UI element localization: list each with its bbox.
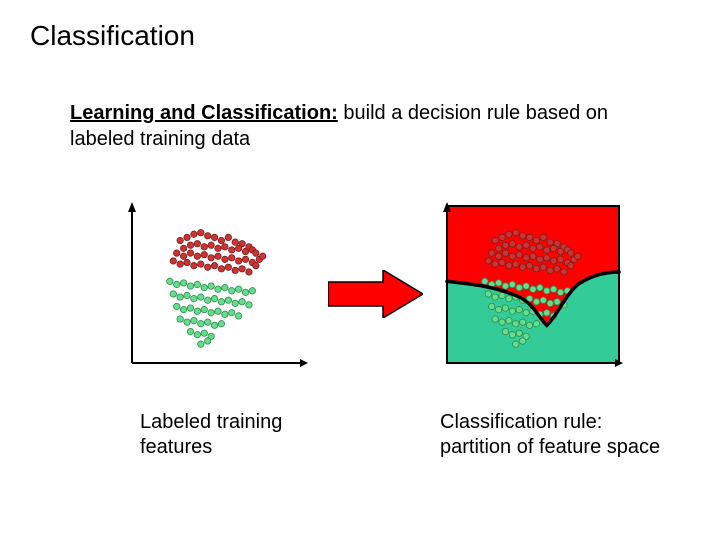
left-scatter-plot (120, 200, 310, 375)
right-partition-plot (435, 200, 625, 375)
caption-left-line1: Labeled training (140, 411, 282, 433)
caption-left-line2: features (140, 436, 212, 458)
caption-right: Classification rule: partition of featur… (440, 410, 700, 460)
page-title: Classification (30, 20, 195, 52)
caption-right-line1: Classification rule: (440, 411, 602, 433)
caption-right-line2: partition of feature space (440, 436, 660, 458)
caption-left: Labeled training features (140, 410, 340, 460)
subtitle: Learning and Classification: build a dec… (70, 100, 630, 152)
arrow-icon (328, 270, 423, 318)
subtitle-lead: Learning and Classification: (70, 102, 338, 124)
